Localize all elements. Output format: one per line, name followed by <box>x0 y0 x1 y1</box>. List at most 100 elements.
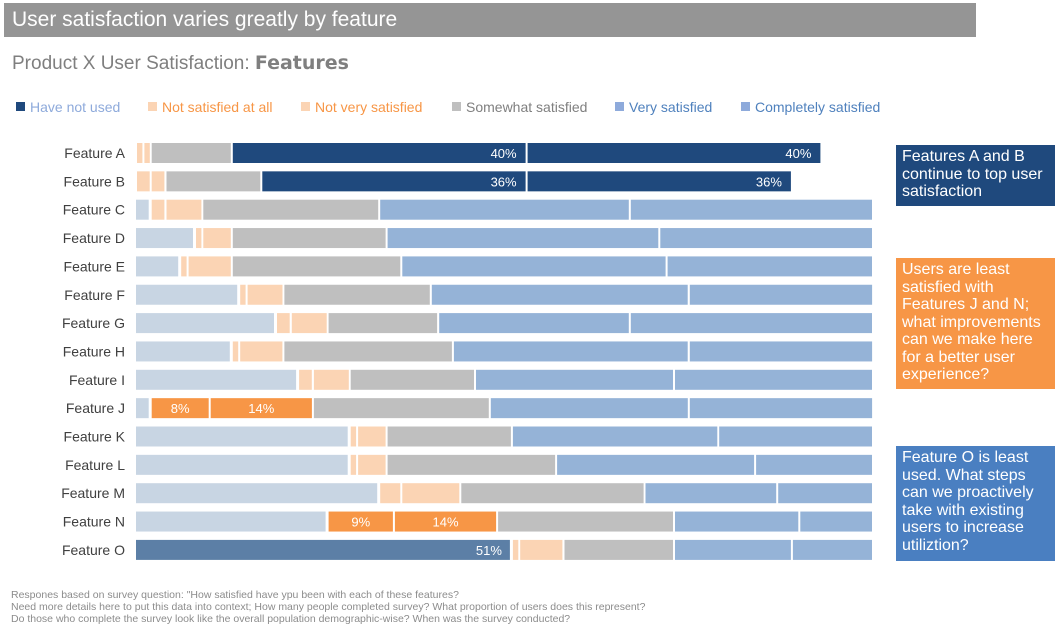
bar-segment-very-satisfied <box>262 171 526 192</box>
bar-segment-completely-satisfied <box>527 143 821 163</box>
legend-swatch <box>741 102 750 111</box>
bar-segment-completely-satisfied <box>630 199 872 220</box>
subtitle-emphasis: Features <box>254 52 349 74</box>
bar-segment-completely-satisfied <box>792 539 872 560</box>
data-label: 8% <box>171 401 190 416</box>
bar-segment-very-satisfied <box>675 511 799 532</box>
bar-segment-somewhat-satisfied <box>232 256 401 277</box>
callout-feature-o: Feature O is least used. What steps can … <box>896 446 1055 561</box>
bar-segment-completely-satisfied <box>689 284 873 305</box>
bar-segment-have-not-used <box>136 341 230 362</box>
bar-segment-have-not-used <box>136 398 149 419</box>
legend-swatch <box>148 102 157 111</box>
bar-segment-somewhat-satisfied <box>350 369 474 390</box>
bar-segment-very-satisfied <box>675 539 791 560</box>
callout-text: Features A and B continue to top user sa… <box>902 148 1043 200</box>
data-label: 40% <box>785 146 811 161</box>
legend-item-very-satisfied: Very satisfied <box>615 99 712 115</box>
bar-segment-somewhat-satisfied <box>203 199 379 220</box>
subtitle-prefix: Product X User Satisfaction: <box>12 53 255 74</box>
bar-segment-not-satisfied-at-all <box>240 284 246 305</box>
bar-segment-completely-satisfied <box>527 171 791 192</box>
bar-segment-have-not-used <box>136 539 510 560</box>
legend-swatch <box>452 102 461 111</box>
title-banner: User satisfaction varies greatly by feat… <box>4 3 976 37</box>
bar-segment-somewhat-satisfied <box>387 454 556 475</box>
chart-title: User satisfaction varies greatly by feat… <box>12 8 398 31</box>
bar-segment-not-very-satisfied <box>402 483 460 504</box>
bar-segment-not-satisfied-at-all <box>299 369 312 390</box>
bar-segment-somewhat-satisfied <box>564 539 673 560</box>
bar-segment-not-satisfied-at-all <box>181 256 187 277</box>
bar-segment-very-satisfied <box>232 143 526 163</box>
bar-segment-not-satisfied-at-all <box>151 199 165 220</box>
bar-segment-not-very-satisfied <box>520 539 563 560</box>
category-label: Feature B <box>64 173 125 189</box>
bar-segment-not-very-satisfied <box>144 143 150 163</box>
category-label: Feature O <box>62 542 125 558</box>
bar-segment-very-satisfied <box>645 483 777 504</box>
data-label: 40% <box>491 146 517 161</box>
bar-segment-somewhat-satisfied <box>313 398 489 419</box>
bar-segment-very-satisfied <box>490 398 688 419</box>
bar-segment-somewhat-satisfied <box>151 143 231 163</box>
callout-text: Feature O is least used. What steps can … <box>902 449 1034 554</box>
bar-segment-very-satisfied <box>512 426 718 447</box>
bar-segment-completely-satisfied <box>667 256 872 277</box>
bar-segment-very-satisfied <box>453 341 688 362</box>
bar-segment-not-satisfied-at-all <box>512 539 519 560</box>
bar-segment-have-not-used <box>136 426 348 447</box>
bar-segment-not-very-satisfied <box>291 313 327 334</box>
bar-segment-not-very-satisfied <box>313 369 349 390</box>
bar-segment-not-satisfied-at-all <box>380 483 401 504</box>
bar-segment-very-satisfied <box>557 454 755 475</box>
callout-text: Users are least satisfied with Features … <box>902 261 1041 383</box>
category-label: Feature N <box>63 514 125 530</box>
bar-segment-completely-satisfied <box>800 511 872 532</box>
bar-segment-completely-satisfied <box>689 398 873 419</box>
data-label: 14% <box>432 515 458 530</box>
legend-swatch <box>301 102 310 111</box>
category-label: Feature E <box>64 258 125 274</box>
legend-item-not-very-satisfied: Not very satisfied <box>301 99 422 115</box>
category-label: Feature H <box>63 343 125 359</box>
bar-segment-not-satisfied-at-all <box>277 313 290 334</box>
bar-segment-have-not-used <box>136 313 274 334</box>
bar-segment-very-satisfied <box>431 284 688 305</box>
bar-segment-very-satisfied <box>439 313 629 334</box>
legend-item-completely-satisfied: Completely satisfied <box>741 99 880 115</box>
bar-segment-not-satisfied-at-all <box>137 171 150 192</box>
bar-segment-have-not-used <box>136 256 179 277</box>
bar-segment-have-not-used <box>136 284 238 305</box>
bar-segment-not-very-satisfied <box>240 341 283 362</box>
bar-segment-have-not-used <box>136 511 326 532</box>
bar-segment-have-not-used <box>136 199 149 220</box>
bar-segment-somewhat-satisfied <box>284 341 452 362</box>
bar-segment-completely-satisfied <box>660 228 872 249</box>
bar-segment-not-satisfied-at-all <box>350 454 357 475</box>
data-label: 36% <box>491 174 517 189</box>
bar-segment-not-very-satisfied <box>166 199 202 220</box>
bar-segment-completely-satisfied <box>630 313 872 334</box>
data-label: 36% <box>756 174 782 189</box>
bar-segment-not-very-satisfied <box>358 426 386 447</box>
data-label: 9% <box>351 515 370 530</box>
legend-swatch <box>615 102 624 111</box>
category-label: Feature L <box>65 457 125 473</box>
category-label: Feature F <box>64 287 125 303</box>
legend-label: Very satisfied <box>629 99 713 115</box>
bar-segment-somewhat-satisfied <box>498 511 673 532</box>
bar-segment-very-satisfied <box>476 369 673 390</box>
data-label: 14% <box>248 401 274 416</box>
bar-segment-not-satisfied-at-all <box>196 228 202 249</box>
category-label: Feature D <box>63 230 125 246</box>
bar-segment-not-very-satisfied <box>247 284 283 305</box>
bar-segment-have-not-used <box>136 454 348 475</box>
bar-segment-completely-satisfied <box>689 341 873 362</box>
callout-features-a-b: Features A and B continue to top user sa… <box>896 145 1055 206</box>
category-label: Feature I <box>69 372 125 388</box>
bar-segment-very-satisfied <box>387 228 659 249</box>
category-label: Feature C <box>63 202 125 218</box>
bar-segment-not-satisfied-at-all <box>137 143 143 163</box>
